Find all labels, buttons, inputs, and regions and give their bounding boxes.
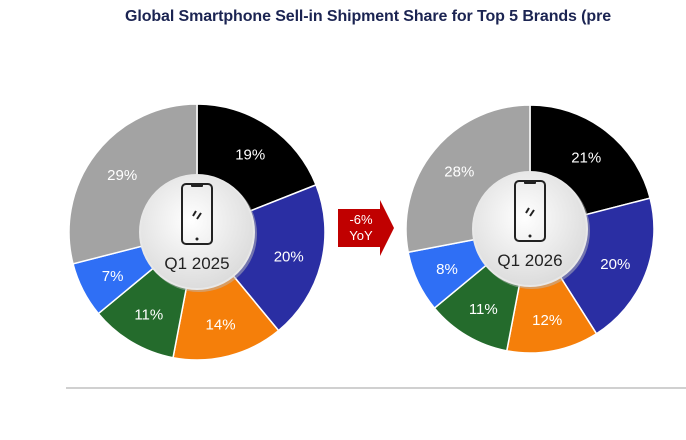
arrow-shape	[338, 200, 394, 256]
divider	[66, 387, 686, 389]
yoy-change-arrow: -6% YoY	[338, 200, 394, 256]
period-label: Q1 2026	[497, 251, 562, 270]
center-hub	[472, 171, 588, 287]
smartphone-icon	[514, 180, 546, 242]
slice-label: 19%	[235, 147, 265, 164]
smartphone-icon	[181, 183, 213, 245]
donut-chart-1: 19% 20% 14% 11% 7% 29% Q1 2025	[68, 103, 326, 361]
change-value: -6%	[349, 212, 373, 227]
slice-label: 14%	[206, 317, 236, 334]
change-period: YoY	[349, 228, 373, 243]
slice-label: 11%	[134, 307, 163, 324]
slice-label: 7%	[102, 268, 124, 285]
chart-title: Global Smartphone Sell-in Shipment Share…	[125, 8, 612, 25]
donut-chart-2: 21% 20% 12% 11% 8% 28% Q1 2026	[405, 104, 655, 354]
period-label: Q1 2025	[164, 254, 229, 273]
slice-label: 12%	[532, 312, 562, 329]
slice-label: 21%	[571, 149, 601, 166]
slice-label: 20%	[274, 249, 304, 266]
slice-label: 29%	[107, 167, 137, 184]
slice-label: 11%	[469, 301, 498, 318]
slice-label: 8%	[436, 261, 458, 278]
center-hub	[139, 174, 255, 290]
slice-label: 20%	[600, 256, 630, 273]
slice-label: 28%	[444, 164, 474, 181]
